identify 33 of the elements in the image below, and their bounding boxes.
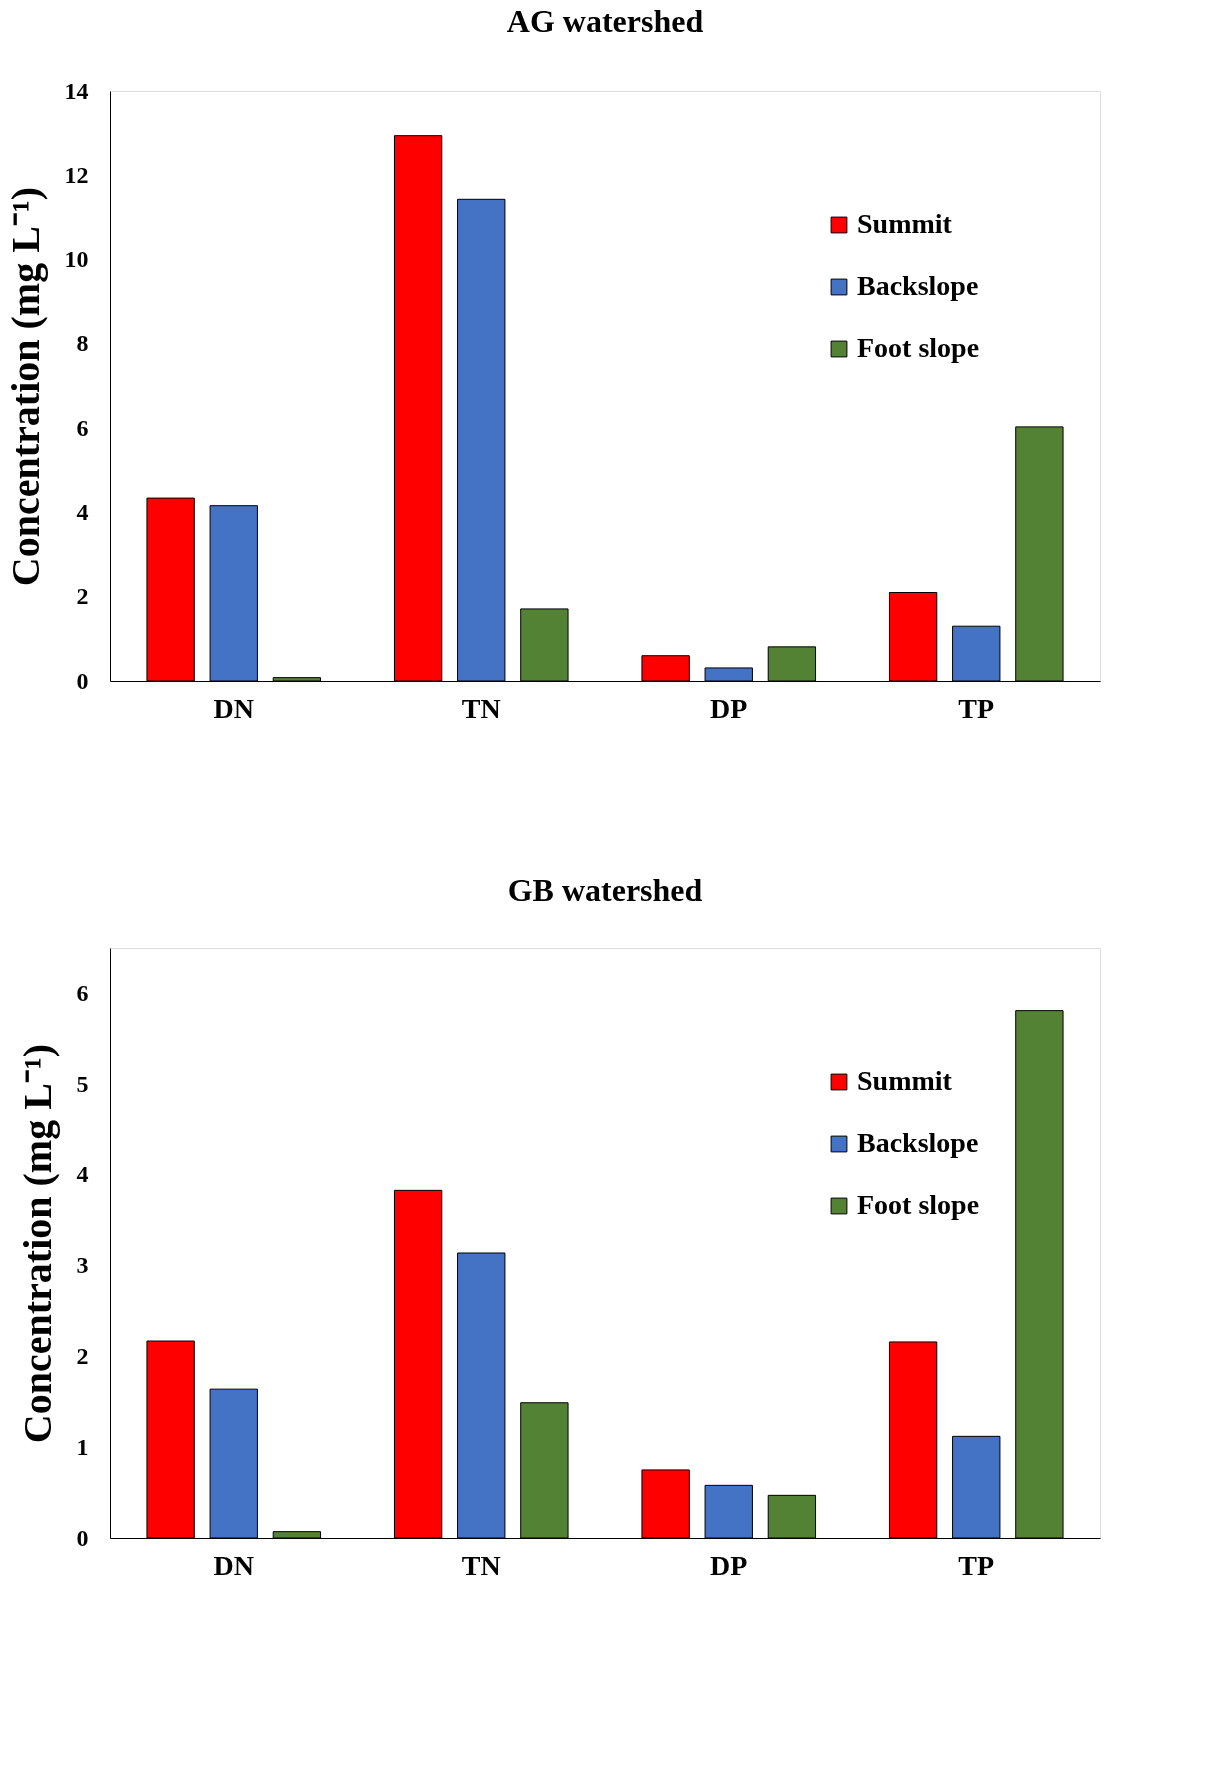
- y-tick-label: 8: [76, 330, 89, 357]
- y-tick-label: 5: [76, 1070, 89, 1097]
- x-tick-label: DP: [710, 692, 748, 724]
- y-tick-label: 2: [76, 1342, 89, 1369]
- x-tick-label: TN: [461, 1549, 501, 1581]
- y-tick-label: 2: [76, 583, 89, 610]
- x-tick-label: TP: [958, 692, 995, 724]
- legend-label: Backslope: [857, 270, 979, 301]
- legend-label: Foot slope: [857, 332, 980, 363]
- y-tick-label: 4: [76, 1161, 89, 1188]
- x-tick-label: TP: [958, 1549, 995, 1581]
- y-tick-label: 6: [76, 979, 89, 1006]
- legend-label: Summit: [857, 208, 953, 239]
- y-tick-label: 3: [76, 1252, 89, 1279]
- y-tick-label: 14: [64, 77, 89, 104]
- y-tick-label: 0: [76, 667, 89, 694]
- y-axis-title: Concentration (mg L⁻¹): [14, 1043, 60, 1444]
- legend-label: Summit: [857, 1065, 953, 1096]
- x-tick-label: DN: [213, 1549, 254, 1581]
- y-tick-label: 10: [64, 246, 89, 273]
- y-tick-label: 1: [76, 1433, 89, 1460]
- x-tick-label: DN: [213, 692, 254, 724]
- chart-title: GB watershed: [507, 872, 703, 908]
- legend-label: Backslope: [857, 1127, 979, 1158]
- y-tick-label: 4: [76, 498, 89, 525]
- legend-label: Foot slope: [857, 1189, 980, 1220]
- y-tick-label: 0: [76, 1524, 89, 1551]
- x-tick-label: TN: [461, 692, 501, 724]
- chart-title: AG watershed: [506, 3, 704, 39]
- y-tick-label: 6: [76, 414, 89, 441]
- y-tick-label: 12: [64, 161, 89, 188]
- y-axis-title: Concentration (mg L⁻¹): [2, 186, 48, 587]
- x-tick-label: DP: [710, 1549, 748, 1581]
